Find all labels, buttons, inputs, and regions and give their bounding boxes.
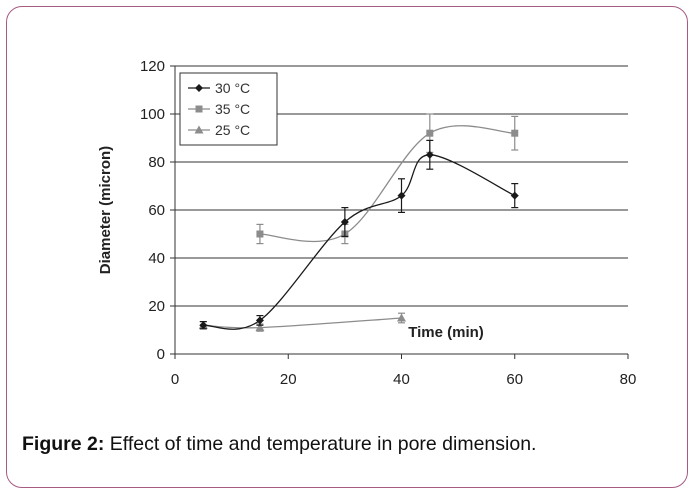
figure-frame <box>6 6 688 488</box>
data-point-1-0 <box>256 230 264 238</box>
data-point-2-1 <box>255 323 265 332</box>
figure-caption: Figure 2: Effect of time and temperature… <box>22 433 536 456</box>
y-axis-label: Diameter (micron) <box>97 146 114 274</box>
x-axis-label: Time (min) <box>408 324 484 341</box>
y-tick-label-80: 80 <box>148 154 165 171</box>
data-point-0-4 <box>425 150 434 159</box>
y-tick-label-0: 0 <box>157 346 165 363</box>
legend-label-0: 30 °C <box>215 80 250 96</box>
data-point-0-0 <box>199 321 208 330</box>
data-point-1-2 <box>426 129 434 137</box>
caption-label: Figure 2: <box>22 433 105 455</box>
data-point-0-3 <box>397 191 406 200</box>
data-point-1-3 <box>511 129 519 137</box>
x-tick-label-40: 40 <box>393 371 410 388</box>
series-line-2 <box>203 317 402 329</box>
chart: 0 20 40 60 80 100 120 0 20 40 60 80 Time (min) Diamet… <box>97 58 637 388</box>
y-tick-label-60: 60 <box>148 202 165 219</box>
legend-label-2: 25 °C <box>215 122 250 138</box>
legend-marker-1 <box>195 105 203 113</box>
y-tick-label-40: 40 <box>148 250 165 267</box>
x-tick-label-0: 0 <box>171 371 179 388</box>
legend-marker-0 <box>195 84 203 92</box>
series-line-1 <box>259 125 515 243</box>
data-point-0-5 <box>510 191 519 200</box>
legend-marker-2 <box>194 125 204 134</box>
caption-text: Effect of time and temperature in pore d… <box>104 433 537 455</box>
y-tick-label-100: 100 <box>140 106 165 123</box>
legend-label-1: 35 °C <box>215 101 250 117</box>
data-point-0-1 <box>255 316 264 325</box>
data-point-0-2 <box>340 218 349 226</box>
y-tick-label-120: 120 <box>140 58 165 75</box>
x-tick-label-60: 60 <box>506 371 523 388</box>
series-line-0 <box>203 154 516 330</box>
x-tick-label-80: 80 <box>620 371 637 388</box>
y-tick-label-20: 20 <box>148 298 165 315</box>
x-tick-label-20: 20 <box>280 371 297 388</box>
data-point-2-2 <box>397 313 406 322</box>
